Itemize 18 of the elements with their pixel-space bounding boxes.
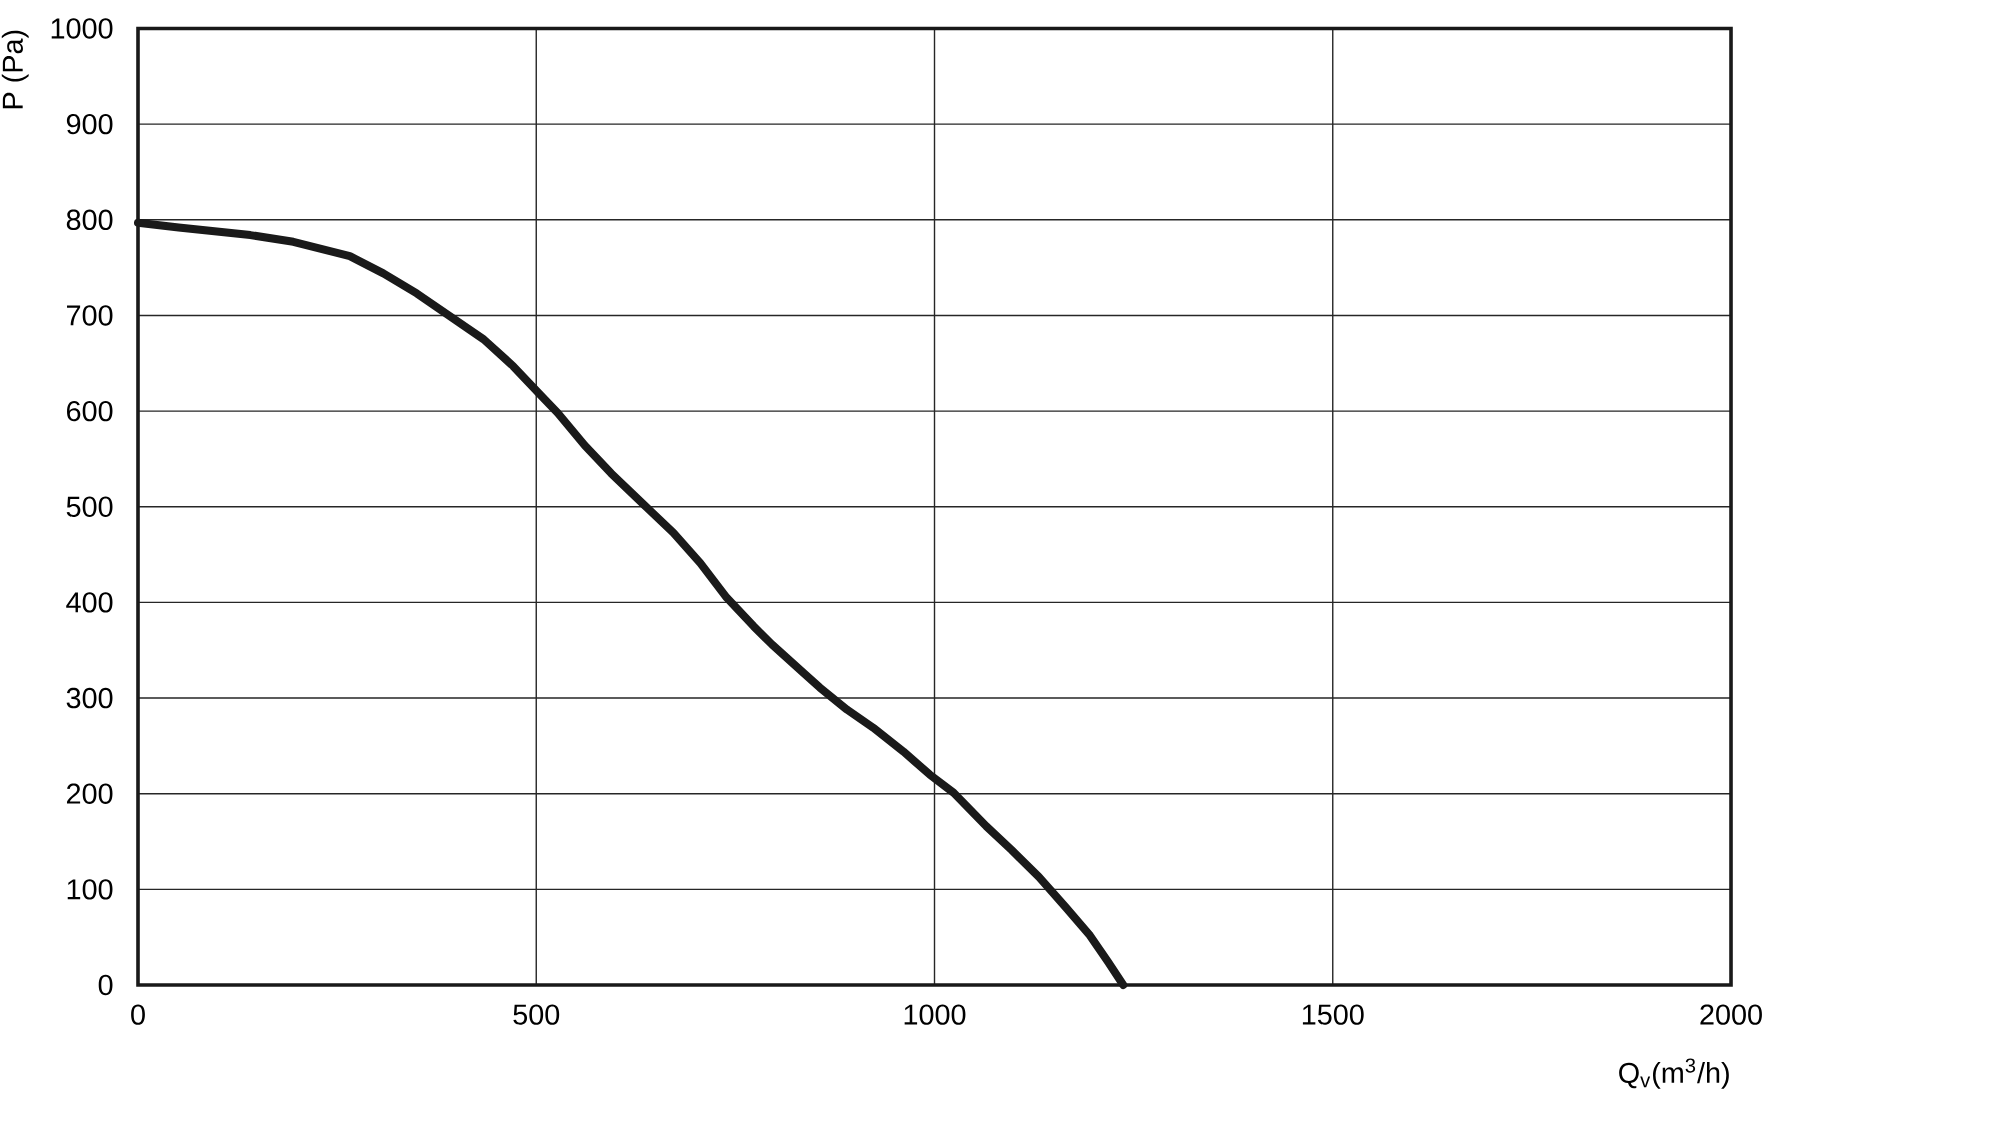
y-tick-label: 700 (67, 305, 113, 326)
x-tick-label: 2000 (1700, 1004, 1762, 1025)
x-axis-title: Q$_{v}$(m$^{3}$/h) (1619, 1058, 1729, 1089)
y-tick-label: 400 (66, 592, 113, 613)
y-tick-label: 0 (98, 974, 113, 996)
x-tick-label: 500 (513, 1004, 560, 1025)
y-tick-label: 600 (67, 400, 113, 422)
y-tick-label: 500 (66, 496, 113, 517)
y-tick-label: 300 (66, 687, 113, 709)
y-tick-label: 800 (66, 209, 113, 230)
y-tick-label: 200 (66, 783, 113, 804)
x-tick-label: 1500 (1302, 1004, 1364, 1025)
y-axis-title: P (Pa) (1, 30, 29, 109)
x-tick-label: 1000 (904, 1004, 966, 1025)
y-tick-label: 1000 (51, 18, 113, 39)
y-tick-label: 100 (67, 879, 113, 900)
y-tick-label: 900 (66, 113, 113, 135)
x-tick-label: 0 (131, 1004, 145, 1025)
